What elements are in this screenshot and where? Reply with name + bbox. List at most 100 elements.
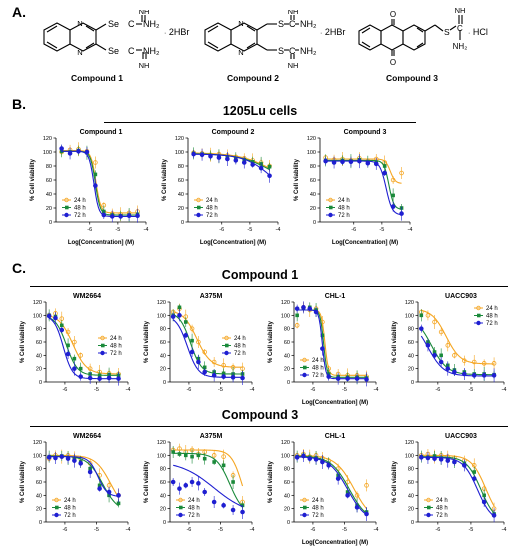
y-axis-label: % Cell viability (30, 158, 36, 201)
y-tick-label: 60 (408, 340, 414, 346)
data-point (72, 356, 77, 361)
data-point (462, 358, 467, 363)
y-tick-label: 20 (408, 367, 414, 373)
y-axis-label: % Cell viability (144, 320, 150, 363)
compound-3-structure: O O S C NH NH₂ (358, 6, 467, 67)
y-tick-label: 0 (287, 380, 290, 386)
legend-marker (302, 357, 307, 363)
chart-title: UACC903 (445, 293, 477, 300)
data-point (425, 343, 431, 348)
compound-1-structure: N N Se Se C C NH NH NH₂ NH₂ (43, 10, 160, 70)
section-rule (104, 122, 416, 123)
data-point (419, 455, 424, 460)
data-point (326, 463, 331, 468)
data-point (432, 319, 437, 325)
data-point (382, 164, 387, 168)
legend-label: 72 h (312, 513, 324, 519)
data-point (78, 353, 83, 358)
data-point (295, 313, 299, 318)
data-point (67, 151, 73, 156)
fit-curve-48h (420, 328, 495, 376)
x-tick-label: -4 (250, 527, 255, 533)
data-point (399, 170, 404, 176)
fit-curve-48h (172, 314, 243, 375)
y-tick-label: 60 (310, 178, 316, 184)
chart-title: Compound 2 (212, 129, 255, 136)
y-tick-label: 100 (307, 150, 316, 156)
chart-svg: WM2664 0 20 40 60 80 100 120 -6 -5 -4 % Cell viabil… (20, 433, 131, 533)
legend-marker (54, 512, 59, 518)
chart-title: WM2664 (73, 433, 101, 440)
data-point (189, 326, 195, 331)
y-tick-label: 80 (408, 467, 414, 473)
legend-marker (328, 197, 333, 203)
data-point (241, 160, 247, 165)
data-point (171, 450, 175, 454)
legend-marker (302, 497, 307, 503)
data-point (240, 375, 245, 381)
y-tick-label: 80 (178, 164, 184, 170)
x-axis-label: Log[Concentration] (M) (302, 400, 368, 406)
legend-marker (196, 197, 201, 203)
data-point (101, 212, 107, 218)
chart-title: Compound 3 (344, 129, 387, 136)
selenium-label: Se (108, 19, 119, 29)
data-point (78, 374, 83, 379)
x-tick-label: -5 (468, 527, 473, 533)
legend-label: 24 h (234, 336, 246, 342)
y-axis-label: % Cell viability (162, 158, 168, 201)
data-point (481, 373, 487, 378)
data-point (452, 459, 457, 465)
y-tick-label: 0 (411, 520, 414, 526)
data-point (231, 480, 235, 484)
data-point (438, 329, 444, 335)
legend-marker (100, 350, 105, 356)
y-tick-label: 100 (157, 453, 166, 459)
data-point (46, 313, 52, 319)
data-point (177, 305, 182, 310)
amine-label: NH₂ (300, 46, 317, 56)
data-point (221, 371, 226, 376)
legend-marker (225, 343, 229, 348)
data-point (59, 454, 65, 459)
y-tick-label: 80 (284, 327, 290, 333)
data-point (118, 214, 123, 219)
y-tick-label: 40 (284, 353, 290, 359)
legend-label: 24 h (110, 336, 122, 342)
y-tick-label: 20 (36, 367, 42, 373)
y-tick-label: 100 (33, 313, 42, 319)
data-point (294, 306, 300, 311)
y-tick-label: 40 (36, 493, 42, 499)
legend-marker (55, 505, 59, 510)
data-point (97, 486, 102, 491)
chart-svg: CHL-1 0 20 40 60 80 100 120 -6 -5 -4 % Cell viabili… (268, 433, 378, 546)
y-tick-label: 120 (281, 440, 290, 446)
x-tick-label: -4 (126, 527, 131, 533)
legend-marker (477, 313, 481, 318)
y-tick-label: 40 (160, 493, 166, 499)
data-point (354, 493, 360, 498)
y-tick-label: 60 (36, 340, 42, 346)
data-point (221, 454, 226, 459)
legend-label: 24 h (188, 498, 200, 504)
data-point (419, 326, 424, 331)
data-point (491, 373, 497, 378)
legend-label: 24 h (312, 498, 324, 504)
chart-1205lu-compound-1: Compound 1 0 20 40 60 80 100 120 -6 -5 -4 % Cell vi… (26, 124, 152, 246)
legend-marker (476, 320, 481, 326)
data-point (345, 493, 350, 498)
data-point (340, 159, 345, 165)
data-point (250, 162, 255, 167)
y-tick-label: 20 (284, 507, 290, 513)
y-tick-label: 120 (281, 300, 290, 306)
y-axis-label: % Cell viability (268, 320, 274, 363)
salt-dot: · (468, 30, 471, 37)
data-point (390, 204, 396, 209)
section-title-compound-1: Compound 1 (221, 268, 299, 282)
data-point (462, 371, 467, 377)
imine-label: NH (139, 61, 150, 70)
y-tick-label: 20 (408, 507, 414, 513)
data-point (46, 455, 52, 460)
chart-svg: UACC903 0 20 40 60 80 100 120 -6 -5 -4 % Cell viabi… (392, 433, 506, 533)
y-tick-label: 120 (157, 440, 166, 446)
